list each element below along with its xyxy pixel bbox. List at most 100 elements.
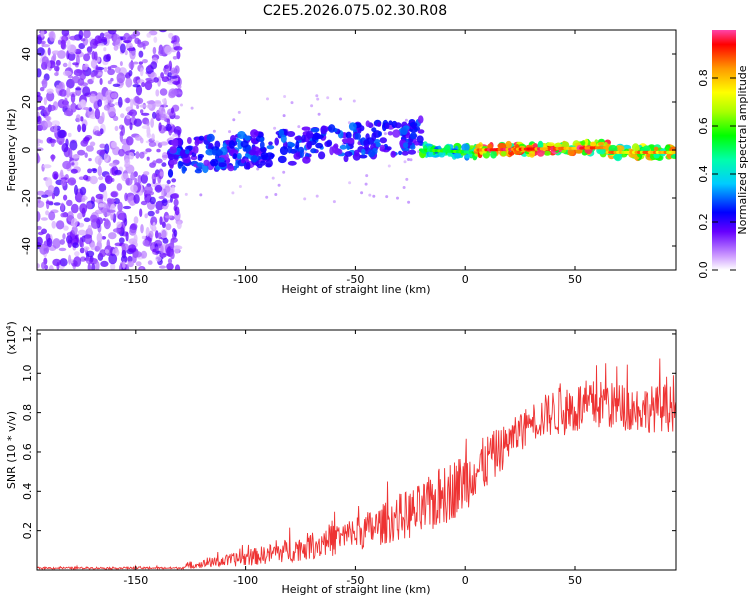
band-blob (177, 160, 183, 169)
noise-blob (159, 113, 167, 121)
noise-blob (122, 261, 126, 269)
noise-blob (83, 217, 91, 223)
noise-blob (124, 217, 128, 227)
band-blob (354, 132, 361, 140)
noise-blob (53, 186, 60, 197)
noise-blob (70, 93, 76, 104)
noise-blob (103, 66, 108, 73)
band-blob (490, 150, 497, 159)
noise-blob (40, 40, 46, 45)
noise-blob (98, 183, 107, 193)
noise-blob (40, 30, 45, 38)
band-blob (259, 160, 266, 166)
noise-blob (160, 141, 169, 146)
noise-blob (37, 263, 40, 269)
noise-blob (55, 220, 65, 230)
noise-dot (348, 181, 352, 185)
noise-blob (62, 62, 68, 68)
snr-y-tick-label: 0.4 (21, 483, 34, 501)
noise-dot (339, 97, 342, 101)
noise-blob (103, 47, 107, 52)
noise-blob (55, 59, 61, 66)
noise-blob (70, 203, 79, 214)
noise-dot (256, 167, 260, 171)
noise-blob (127, 260, 134, 268)
noise-blob (87, 168, 93, 174)
snr-x-label: Height of straight line (km) (281, 583, 430, 596)
noise-blob (127, 47, 136, 52)
noise-blob (156, 148, 161, 153)
noise-blob (96, 209, 102, 214)
noise-blob (46, 237, 53, 248)
noise-blob (52, 238, 61, 249)
noise-blob (152, 160, 157, 166)
spectrogram-x-label: Height of straight line (km) (281, 283, 430, 296)
noise-blob (124, 97, 131, 103)
band-blob (302, 156, 311, 164)
noise-blob (150, 117, 155, 128)
noise-blob (113, 34, 121, 46)
band-blob (543, 150, 551, 156)
band-blob (387, 131, 393, 136)
noise-blob (72, 242, 79, 249)
noise-blob (83, 107, 90, 111)
band-blob (368, 150, 376, 158)
noise-blob (58, 247, 67, 252)
noise-blob (105, 218, 109, 226)
band-blob (653, 146, 659, 151)
noise-blob (121, 125, 125, 136)
noise-dot (265, 195, 269, 199)
band-blob (250, 129, 259, 138)
colorbar-tick-label: 0.4 (697, 165, 710, 183)
noise-blob (148, 141, 157, 147)
noise-blob (89, 141, 96, 147)
noise-blob (124, 50, 128, 56)
noise-blob (95, 64, 99, 75)
band-blob (202, 164, 209, 174)
noise-blob (52, 258, 61, 267)
band-core (671, 150, 676, 154)
noise-blob (174, 115, 180, 120)
band-blob (346, 137, 355, 144)
noise-dot (277, 183, 281, 187)
noise-blob (97, 43, 105, 47)
noise-dot (352, 99, 356, 103)
band-blob (169, 159, 178, 165)
noise-blob (43, 107, 51, 116)
snr-frame (36, 329, 677, 571)
band-blob (464, 154, 471, 159)
noise-blob (46, 91, 55, 102)
noise-blob (146, 132, 152, 138)
noise-blob (63, 110, 73, 117)
colorbar-tick-label: 0.2 (697, 213, 710, 231)
noise-blob (77, 212, 83, 220)
band-blob (210, 158, 219, 167)
noise-blob (161, 229, 167, 239)
noise-blob (42, 164, 52, 169)
noise-blob (132, 84, 141, 88)
noise-blob (49, 31, 56, 42)
noise-blob (171, 185, 176, 194)
noise-blob (140, 137, 144, 144)
noise-blob (135, 84, 143, 96)
noise-blob (141, 235, 147, 240)
colorbar-tick-label: 0.8 (697, 69, 710, 87)
spectrogram-x-tick-label: -150 (123, 273, 148, 286)
band-blob (417, 129, 425, 134)
noise-blob (129, 49, 136, 60)
noise-blob (119, 61, 123, 67)
band-blob (401, 150, 409, 156)
noise-blob (55, 84, 60, 94)
band-blob (315, 142, 323, 149)
band-blob (301, 126, 311, 131)
noise-blob (167, 258, 173, 264)
band-blob (294, 135, 302, 141)
noise-blob (110, 92, 118, 99)
noise-blob (66, 87, 71, 98)
noise-dot (372, 194, 376, 198)
noise-blob (37, 47, 45, 56)
band-blob (447, 151, 453, 157)
band-blob (428, 151, 434, 158)
noise-blob (126, 136, 134, 146)
noise-blob (159, 216, 163, 226)
